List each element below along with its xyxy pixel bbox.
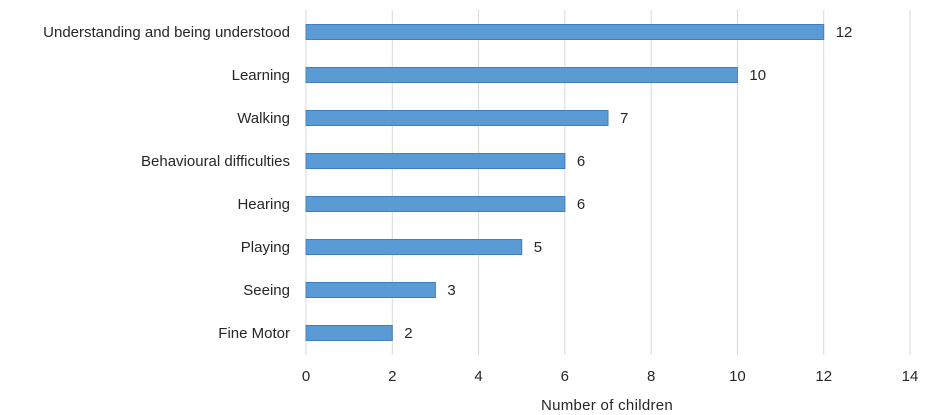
bar-value-label: 2 [404,325,412,342]
x-tick-label: 8 [647,368,655,385]
x-tick-label: 6 [561,368,569,385]
bar [305,325,393,341]
category-label: Learning [232,67,290,84]
bar [305,239,523,255]
bar [305,153,566,169]
bar-value-label: 10 [749,67,766,84]
bar [305,67,738,83]
bar-value-label: 5 [534,239,542,256]
category-label: Playing [241,239,290,256]
bar [305,110,609,126]
bar [305,282,436,298]
category-label: Fine Motor [218,325,290,342]
bar-value-label: 6 [577,153,585,170]
bar [305,196,566,212]
category-label: Hearing [237,196,290,213]
x-axis-ticks: 0 2 4 6 8 10 12 14 [302,368,919,385]
x-tick-label: 0 [302,368,310,385]
category-label: Behavioural difficulties [141,153,290,170]
x-axis-title: Number of children [541,397,673,414]
x-tick-label: 14 [902,368,919,385]
data-labels: 12 10 7 6 6 5 3 2 [404,24,852,342]
bar-value-label: 12 [836,24,853,41]
x-tick-label: 4 [474,368,482,385]
bars [305,24,825,341]
bar [305,24,825,40]
bar-value-label: 3 [447,282,455,299]
category-label: Understanding and being understood [43,24,290,41]
category-labels: Understanding and being understood Learni… [43,24,290,342]
bar-value-label: 6 [577,196,585,213]
gridlines [305,10,911,355]
x-tick-label: 12 [815,368,832,385]
category-label: Walking [237,110,290,127]
x-tick-label: 2 [388,368,396,385]
bar-value-label: 7 [620,110,628,127]
x-tick-label: 10 [729,368,746,385]
category-label: Seeing [243,282,290,299]
